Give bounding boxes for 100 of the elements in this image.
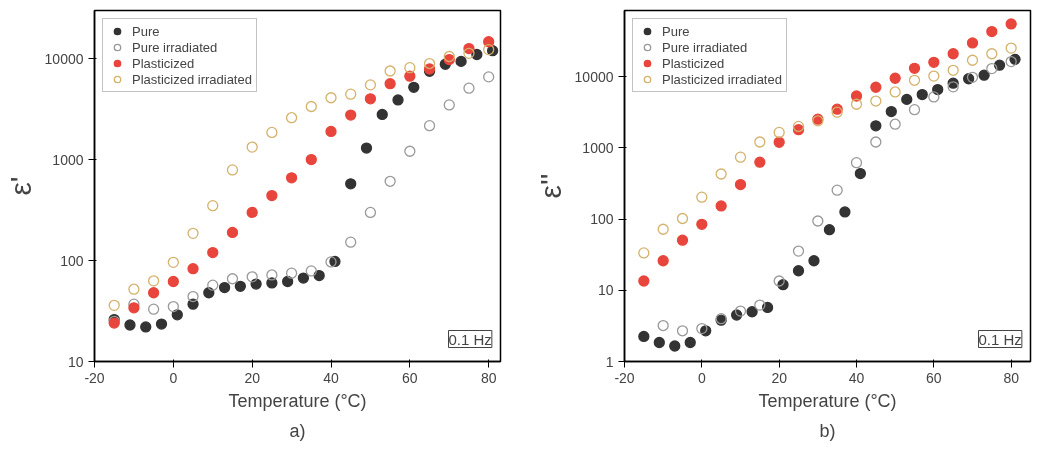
- point: [812, 215, 824, 227]
- point: [870, 136, 882, 148]
- point: [364, 93, 377, 105]
- x-axis-title: Temperature (°C): [758, 390, 897, 411]
- point: [870, 120, 882, 132]
- point: [928, 70, 940, 82]
- point: [305, 265, 317, 277]
- point: [246, 271, 258, 283]
- point: [885, 105, 897, 118]
- point: [226, 273, 239, 285]
- y-axis-title: ε'': [533, 173, 567, 199]
- point: [808, 255, 820, 267]
- point: [364, 79, 377, 91]
- y-tick-label: 10000: [44, 50, 84, 67]
- annotation: 0.1 Hz: [978, 330, 1022, 348]
- point: [483, 71, 495, 83]
- point: [657, 223, 669, 235]
- point: [266, 189, 278, 202]
- point: [676, 212, 689, 225]
- point: [404, 70, 416, 82]
- point: [638, 275, 650, 287]
- point: [947, 81, 959, 93]
- point: [638, 247, 650, 259]
- point: [187, 227, 199, 239]
- point: [638, 330, 650, 343]
- x-tick-label: 40: [848, 369, 865, 386]
- point: [978, 69, 990, 81]
- point: [831, 184, 843, 196]
- point: [986, 25, 998, 38]
- point: [384, 78, 396, 90]
- point: [404, 61, 416, 74]
- x-tick-label: 20: [244, 369, 261, 386]
- point: [657, 255, 669, 267]
- point: [734, 305, 747, 317]
- y-tick-label: 1000: [52, 151, 84, 168]
- legend-label: Pure irradiated: [132, 39, 218, 55]
- point: [483, 43, 495, 56]
- point: [384, 175, 396, 187]
- point: [246, 206, 258, 219]
- x-tick-label: 80: [480, 369, 497, 386]
- point: [455, 55, 467, 68]
- point: [746, 306, 758, 318]
- point: [345, 178, 357, 190]
- point: [676, 325, 689, 337]
- point: [986, 62, 998, 75]
- point: [734, 151, 747, 163]
- point: [207, 279, 219, 291]
- legend-label: Pure: [132, 23, 160, 39]
- point: [908, 104, 921, 116]
- y-tick-label: 1000: [582, 139, 614, 156]
- text: b): [819, 420, 836, 441]
- point: [993, 59, 1006, 71]
- point: [404, 145, 416, 157]
- point: [325, 256, 337, 268]
- point: [715, 168, 727, 180]
- point: [364, 206, 377, 219]
- point: [282, 275, 294, 288]
- point: [715, 200, 727, 212]
- point: [285, 267, 298, 279]
- point: [360, 142, 373, 154]
- y-axis-title: ε': [3, 176, 37, 196]
- point: [792, 120, 805, 133]
- point: [676, 234, 689, 246]
- point: [266, 269, 278, 281]
- point: [734, 178, 747, 191]
- x-tick-label: 60: [402, 369, 418, 386]
- point: [218, 281, 231, 294]
- y-tick-label: 100: [60, 252, 84, 269]
- point: [443, 99, 455, 111]
- y-tick-label: 1: [605, 353, 614, 370]
- x-tick-label: -20: [614, 369, 635, 386]
- point: [325, 92, 337, 104]
- point: [325, 125, 337, 138]
- point: [947, 48, 959, 60]
- x-tick-label: 40: [323, 369, 339, 386]
- point: [147, 275, 160, 287]
- point: [669, 340, 681, 352]
- point: [108, 299, 120, 311]
- point: [285, 172, 298, 184]
- point: [207, 199, 219, 212]
- point: [423, 57, 436, 70]
- point: [1005, 55, 1017, 68]
- point: [696, 322, 708, 335]
- point: [1005, 42, 1017, 54]
- point: [850, 90, 863, 102]
- point: [792, 265, 805, 277]
- point: [305, 100, 317, 113]
- legend-label: Plasticized irradiated: [132, 71, 252, 87]
- point: [986, 48, 998, 60]
- text: a): [289, 420, 306, 441]
- point: [171, 309, 183, 321]
- point: [889, 118, 901, 130]
- point: [423, 120, 436, 132]
- point: [463, 47, 475, 59]
- point: [653, 336, 665, 349]
- point: [754, 136, 766, 148]
- point: [966, 71, 979, 83]
- y-tick-label: 10: [597, 282, 614, 299]
- point: [1005, 18, 1017, 30]
- point: [266, 126, 278, 139]
